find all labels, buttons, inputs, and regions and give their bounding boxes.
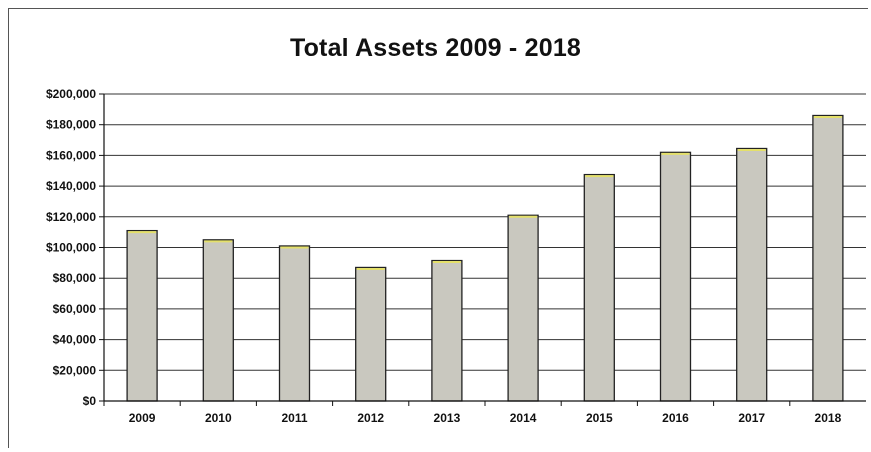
x-tick-label: 2014 xyxy=(510,411,537,425)
bar xyxy=(583,173,615,402)
chart-frame xyxy=(8,8,868,448)
bar xyxy=(736,147,768,402)
y-tick-label: $120,000 xyxy=(46,210,96,224)
bar xyxy=(431,259,463,402)
chart-title: Total Assets 2009 - 2018 xyxy=(289,34,582,62)
x-tick-label: 2009 xyxy=(129,411,156,425)
bar-group xyxy=(278,245,311,402)
bar xyxy=(812,114,844,402)
y-tick-label: $20,000 xyxy=(53,363,97,377)
y-tick-label: $180,000 xyxy=(46,118,96,132)
tick-labels: $0 $20,000 $40,000 $60,000 $80,000 $100,000 $1… xyxy=(46,87,842,425)
bar xyxy=(278,245,311,402)
y-tick-label: $160,000 xyxy=(46,148,96,162)
x-tick-label: 2013 xyxy=(434,411,461,425)
bar-group xyxy=(583,173,615,402)
x-tick-label: 2010 xyxy=(205,411,232,425)
bar xyxy=(355,266,387,402)
x-tick-label: 2016 xyxy=(662,411,689,425)
y-tick-label: $100,000 xyxy=(46,241,96,255)
x-tick-label: 2018 xyxy=(815,411,842,425)
bar-group xyxy=(355,266,387,402)
x-tick-label: 2015 xyxy=(586,411,613,425)
bar-group xyxy=(812,114,844,402)
bar xyxy=(202,239,234,402)
axes xyxy=(99,93,866,406)
y-tick-label: $60,000 xyxy=(53,302,97,316)
x-tick-label: 2017 xyxy=(738,411,765,425)
bars xyxy=(126,114,844,402)
y-tick-label: $80,000 xyxy=(53,271,97,285)
bar-group xyxy=(659,151,692,402)
bar-group xyxy=(202,239,234,402)
x-tick-label: 2011 xyxy=(281,411,307,425)
bar-group xyxy=(431,259,463,402)
bar xyxy=(507,214,539,402)
bar-group xyxy=(126,229,158,402)
bar xyxy=(659,151,692,402)
y-tick-label: $140,000 xyxy=(46,179,96,193)
y-tick-label: $40,000 xyxy=(53,333,97,347)
bar-group xyxy=(507,214,539,402)
x-tick-label: 2012 xyxy=(357,411,384,425)
y-tick-label: $200,000 xyxy=(46,87,96,101)
bar-group xyxy=(736,147,768,402)
y-tick-label: $0 xyxy=(83,394,97,408)
bar xyxy=(126,229,158,402)
